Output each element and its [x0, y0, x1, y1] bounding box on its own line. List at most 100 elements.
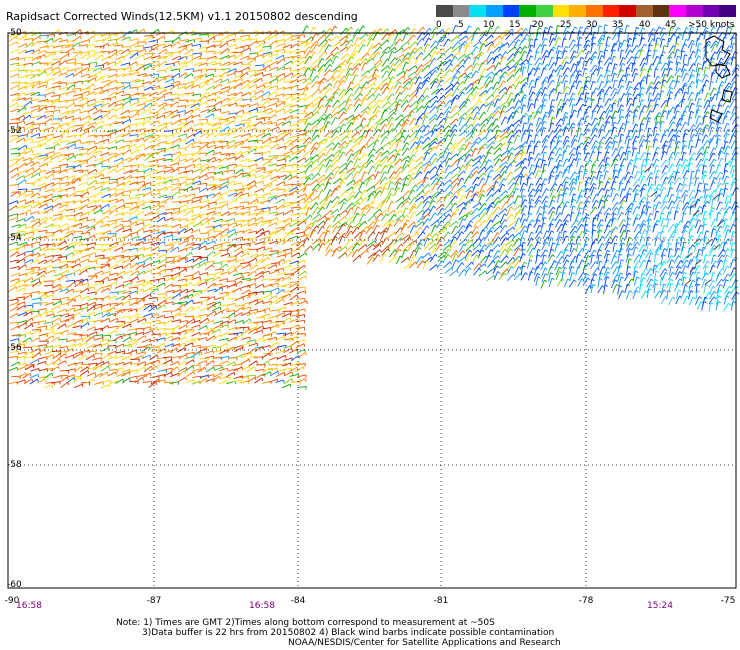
wind-barb [638, 135, 644, 144]
wind-barb-flag [337, 142, 341, 146]
wind-barb [212, 116, 222, 120]
wind-barb [87, 168, 97, 175]
wind-barb [143, 55, 152, 61]
wind-barb-flag [677, 140, 681, 144]
wind-barb-flag [420, 98, 424, 102]
wind-barb [668, 33, 674, 43]
wind-barb [568, 147, 575, 156]
wind-barb [65, 72, 74, 78]
wind-barb-flag [241, 154, 244, 158]
wind-barb [149, 43, 158, 48]
wind-barb-flag [114, 155, 117, 159]
wind-barb [220, 85, 230, 91]
wind-barb [59, 51, 70, 54]
wind-barb-flag [613, 102, 617, 105]
wind-barb [92, 71, 101, 77]
wind-barb-flag [391, 117, 395, 120]
wind-barb-flag [374, 72, 377, 76]
wind-barb [436, 38, 442, 48]
wind-barb-flag [114, 61, 117, 65]
wind-barb-flag [664, 110, 668, 113]
wind-barb [367, 165, 373, 175]
wind-barb [186, 133, 195, 139]
wind-barb-flag [650, 104, 653, 108]
wind-barb [39, 62, 49, 64]
wind-barb-flag [346, 130, 349, 134]
wind-barb-flag [178, 41, 181, 45]
wind-barb [323, 113, 331, 121]
wind-barb [25, 121, 34, 126]
wind-barb-flag [417, 124, 420, 128]
wind-barb [590, 164, 594, 174]
wind-barb [18, 75, 28, 79]
wind-barb [520, 84, 524, 94]
wind-barb-flag [95, 169, 98, 173]
wind-barb-flag [596, 68, 599, 72]
wind-barb [715, 164, 719, 174]
wind-barb-flag [530, 24, 534, 27]
wind-barb [465, 158, 473, 167]
wind-barb-flag [355, 74, 359, 77]
wind-barb [491, 94, 499, 102]
wind-barb-flag [143, 65, 145, 70]
wind-barb-flag [661, 90, 665, 93]
wind-barb-flag [539, 91, 543, 95]
wind-barb-flag [558, 135, 563, 138]
wind-barb [296, 93, 307, 96]
wind-barb-flag [220, 78, 223, 82]
wind-barb-flag [691, 102, 695, 106]
wind-barb-flag [442, 125, 445, 129]
wind-barb [71, 139, 81, 144]
wind-barb-flag [449, 142, 453, 145]
wind-barb-flag [297, 109, 299, 113]
wind-barb [64, 167, 73, 172]
wind-barb [39, 137, 48, 143]
wind-barb [409, 141, 416, 150]
wind-barb-flag [572, 39, 576, 43]
wind-barb-flag [276, 61, 279, 65]
wind-barb [43, 160, 52, 167]
wind-barb-flag [700, 152, 704, 156]
wind-barb [130, 149, 139, 155]
wind-barb-flag [95, 122, 97, 126]
wind-barb [9, 62, 19, 66]
wind-barb-flag [565, 74, 569, 77]
wind-barb-flag [651, 163, 655, 166]
wind-barb [506, 74, 514, 82]
wind-barb-flag [282, 166, 285, 170]
wind-barb [309, 166, 318, 173]
wind-barb-flag [615, 158, 619, 162]
wind-barb-flag [525, 81, 529, 85]
wind-barb [51, 143, 59, 150]
wind-barb [562, 139, 568, 149]
wind-barb [198, 57, 208, 60]
wind-barb-flag [399, 139, 403, 143]
wind-barb [284, 143, 293, 149]
wind-barb [485, 94, 493, 102]
wind-barb [429, 66, 438, 73]
wind-barb-flag [220, 41, 222, 45]
wind-barb [443, 100, 451, 108]
wind-barb [85, 49, 95, 53]
wind-barb [157, 165, 167, 168]
wind-barb [695, 109, 698, 119]
wind-barb-flag [464, 112, 467, 116]
wind-barb [471, 70, 477, 79]
wind-barb-flag [255, 84, 258, 88]
wind-barb-flag [350, 87, 353, 91]
wind-barb [696, 158, 702, 168]
wind-barb [79, 102, 88, 108]
wind-barb [701, 60, 705, 70]
wind-barb-flag [156, 78, 159, 82]
wind-barb-flag [470, 148, 474, 153]
wind-barb-flag [720, 84, 724, 87]
wind-barb [149, 96, 158, 102]
wind-barb [416, 98, 422, 108]
wind-barb [233, 142, 242, 149]
wind-barb [584, 92, 587, 102]
wind-barb [192, 76, 201, 83]
wind-barb [584, 57, 591, 66]
wind-barb [73, 104, 83, 107]
wind-barb [484, 151, 490, 161]
wind-barb [284, 72, 293, 78]
